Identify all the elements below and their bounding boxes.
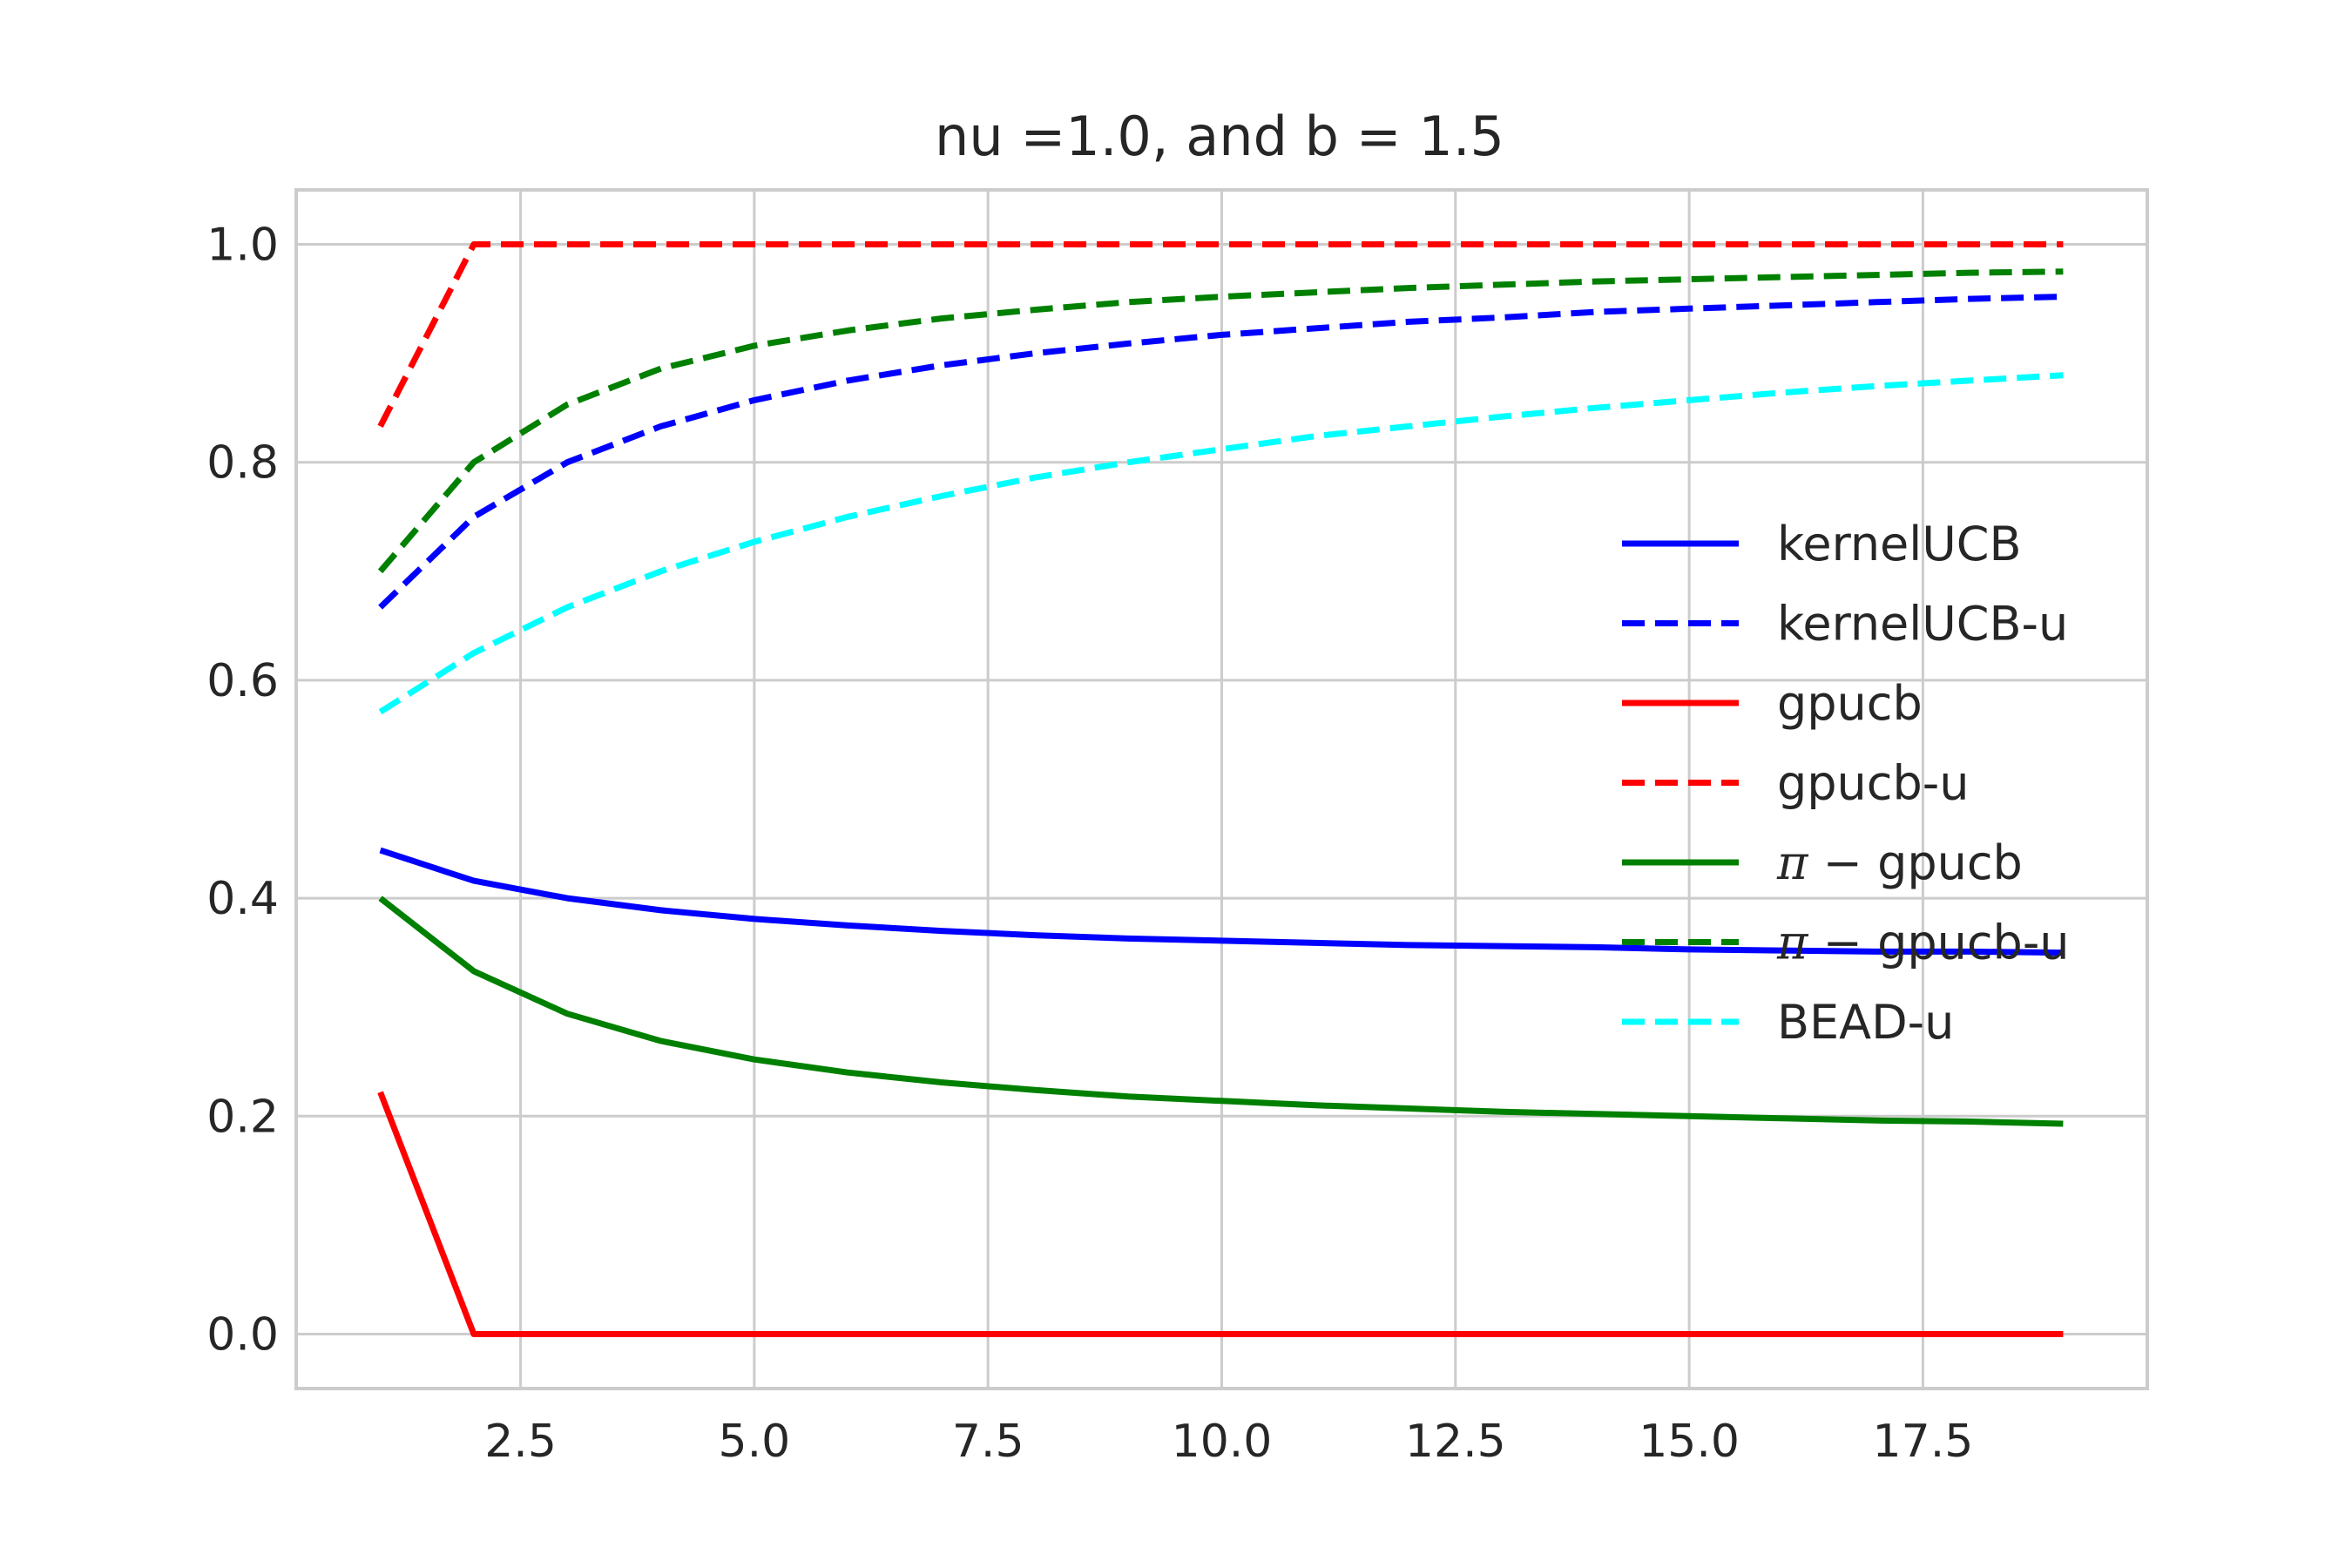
legend-label: kernelUCB-u [1777,597,2068,652]
legend-label: gpucb-u [1777,756,1969,811]
series-line-gpucb [377,1091,2064,1337]
legend-label: kernelUCB [1777,517,2022,571]
x-tick-label: 10.0 [1172,1416,1273,1468]
legend: kernelUCB kernelUCB-u gpucb gpucb-u π − gpuc… [1622,517,2070,1050]
plot-area-frame [294,188,2149,1390]
series-line-kernelucb [379,847,2064,956]
y-tick-label: 0.2 [206,1091,279,1143]
series-line-gpucb [378,896,2064,1127]
y-tick-label: 0.4 [206,873,279,925]
series-line-kernelucb-u [378,294,2064,610]
y-tick-label: 1.0 [206,220,279,272]
x-tick-label: 12.5 [1405,1416,1506,1468]
y-tick-label: 0.0 [206,1308,279,1361]
x-tick-label: 15.0 [1639,1416,1740,1468]
x-tick-label: 17.5 [1873,1416,1974,1468]
chart-title: nu =1.0, and b = 1.5 [935,105,1504,168]
y-tick-label: 0.6 [206,655,279,707]
legend-label: π − gpucb [1776,835,2023,890]
legend-label: gpucb [1777,676,1923,731]
legend-label: BEAD-u [1777,995,1954,1050]
x-axis-ticks: 2.5 5.0 7.5 10.0 12.5 15.0 17.5 [484,1416,1973,1468]
x-tick-label: 7.5 [952,1416,1024,1468]
legend-label: π − gpucb-u [1776,916,2070,970]
series-line-bead-u [378,372,2064,715]
series-lines [377,241,2064,1337]
x-tick-label: 5.0 [719,1416,791,1468]
y-tick-label: 0.8 [206,437,279,490]
y-axis-ticks: 0.0 0.2 0.4 0.6 0.8 1.0 [206,220,279,1362]
x-tick-label: 2.5 [484,1416,557,1468]
